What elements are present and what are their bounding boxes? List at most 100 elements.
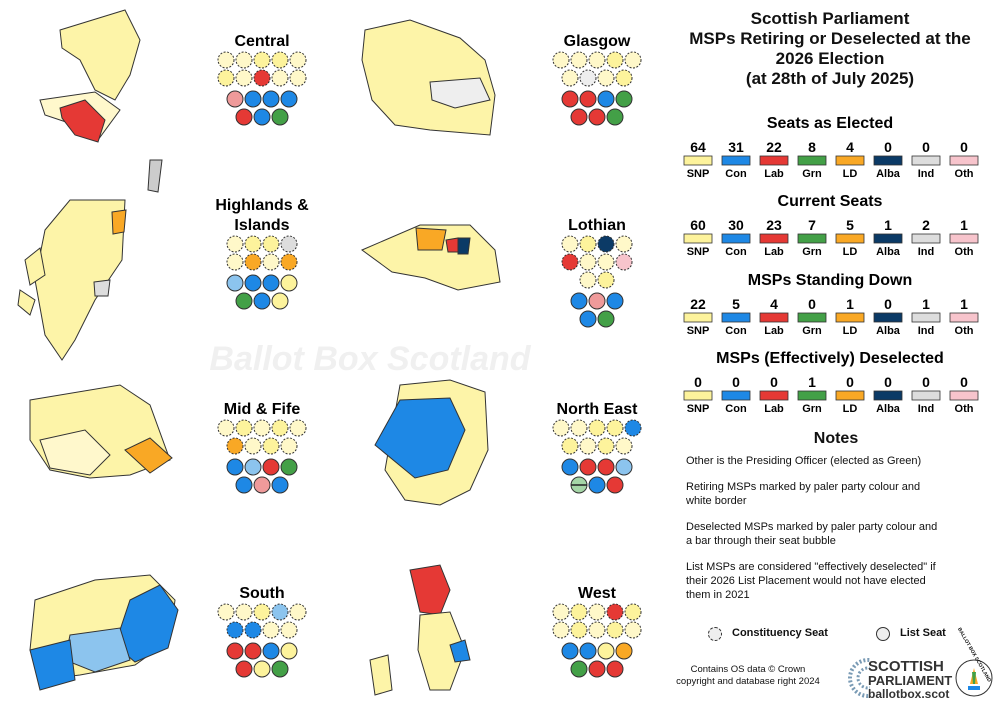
constituency-seat-snp (606, 419, 624, 437)
list-seat-con (561, 458, 579, 476)
party-label-lab: Lab (764, 168, 784, 180)
region-glasgow: Glasgow (552, 33, 642, 126)
party-swatch-lab (759, 155, 789, 166)
party-swatch-snp (683, 312, 713, 323)
watermark: Ballot Box Scotland (209, 340, 531, 378)
party-swatch-oth (949, 312, 979, 323)
constituency-seat-snp (253, 603, 271, 621)
site-url: ballotbox.scot (868, 687, 950, 701)
list-seat-snp (271, 292, 289, 310)
party-label-alba: Alba (876, 325, 901, 337)
list-seat-con (244, 458, 262, 476)
constituency-seat-snp (615, 437, 633, 455)
list-seat-grn (235, 292, 253, 310)
constituency-seat-snp (262, 621, 280, 639)
party-label-grn: Grn (802, 325, 822, 337)
party-label-snp: SNP (687, 168, 710, 180)
map-lothian (360, 224, 501, 291)
party-label-lab: Lab (764, 325, 784, 337)
list-seat-lab (579, 458, 597, 476)
seat-count-grn: 8 (808, 139, 816, 155)
region-highlands-islands: Highlands & Islands (215, 197, 309, 310)
seat-count-con: 30 (728, 217, 744, 233)
constituency-seat-snp (280, 621, 298, 639)
constituency-seat-lab (561, 253, 579, 271)
constituency-seat-snp (588, 603, 606, 621)
party-label-snp: SNP (687, 246, 710, 258)
list-seat-lab (588, 660, 606, 678)
constituency-seat-con (624, 419, 642, 437)
list-seat-con (244, 274, 262, 292)
list-seat-snp (280, 642, 298, 660)
list-seat-con (253, 108, 271, 126)
list-seat-con (244, 90, 262, 108)
constituency-seat-snp (570, 419, 588, 437)
title-line-2: MSPs Retiring or Deselected at the (689, 29, 971, 48)
party-label-grn: Grn (802, 168, 822, 180)
seat-count-oth: 1 (960, 217, 968, 233)
list-seat-lab (597, 458, 615, 476)
constituency-seat-snp (597, 69, 615, 87)
seat-count-snp: 60 (690, 217, 706, 233)
table-title: Current Seats (778, 193, 883, 210)
region-name: North East (557, 401, 639, 418)
constituency-seat-snp (588, 419, 606, 437)
list-seat-lab (606, 660, 624, 678)
party-label-ld: LD (843, 325, 858, 337)
constituency-seat-snp (597, 271, 615, 289)
constituency-seat-snp (570, 621, 588, 639)
party-swatch-ld (835, 390, 865, 401)
party-label-oth: Oth (955, 325, 974, 337)
party-label-oth: Oth (955, 246, 974, 258)
list-seat-grn (570, 660, 588, 678)
party-swatch-con (721, 155, 751, 166)
party-swatch-ld (835, 155, 865, 166)
party-swatch-alba (873, 155, 903, 166)
seat-count-ld: 1 (846, 296, 854, 312)
ballot-box-icon (955, 659, 993, 697)
party-label-alba: Alba (876, 246, 901, 258)
region-name: Highlands & (215, 197, 309, 214)
constituency-seat-snp (226, 253, 244, 271)
list-seat-grn (271, 108, 289, 126)
constituency-seat-snp (262, 253, 280, 271)
seat-count-snp: 0 (694, 374, 702, 390)
constituency-seat-snp (561, 69, 579, 87)
note-4: List MSPs are considered "effectively de… (686, 561, 936, 601)
list-seat-con (579, 310, 597, 328)
list-seat-lab (262, 458, 280, 476)
parliament-emblem-icon (848, 658, 870, 698)
notes-title: Notes (813, 430, 859, 447)
constituency-seat-ind (579, 69, 597, 87)
constituency-seat-snp (235, 51, 253, 69)
party-swatch-snp (683, 233, 713, 244)
constituency-seat-snp (561, 437, 579, 455)
constituency-seat-snp (579, 437, 597, 455)
seat-count-lab: 23 (766, 217, 782, 233)
seat-count-snp: 64 (690, 139, 706, 155)
party-swatch-alba (873, 233, 903, 244)
seat-count-lab: 22 (766, 139, 782, 155)
title-line-4: (at 28th of July 2025) (745, 69, 915, 88)
list-seat-lab (570, 108, 588, 126)
party-label-con: Con (725, 325, 747, 337)
party-label-oth: Oth (955, 168, 974, 180)
list-seat-ld (615, 642, 633, 660)
constituency-seat-icon (708, 627, 722, 641)
party-label-con: Con (725, 246, 747, 258)
party-swatch-lab (759, 390, 789, 401)
constituency-seat-snp (280, 437, 298, 455)
seat-count-alba: 0 (884, 374, 892, 390)
party-swatch-ind (911, 233, 941, 244)
list-seat-lab (561, 90, 579, 108)
constituency-seat-snp (253, 419, 271, 437)
seat-count-grn: 1 (808, 374, 816, 390)
list-seat-con (235, 476, 253, 494)
constituency-seat-snp (289, 69, 307, 87)
list-seat-con (280, 90, 298, 108)
party-label-ind: Ind (918, 168, 935, 180)
party-label-con: Con (725, 168, 747, 180)
party-label-grn: Grn (802, 403, 822, 415)
constituency-seat-snp (624, 603, 642, 621)
party-label-alba: Alba (876, 403, 901, 415)
